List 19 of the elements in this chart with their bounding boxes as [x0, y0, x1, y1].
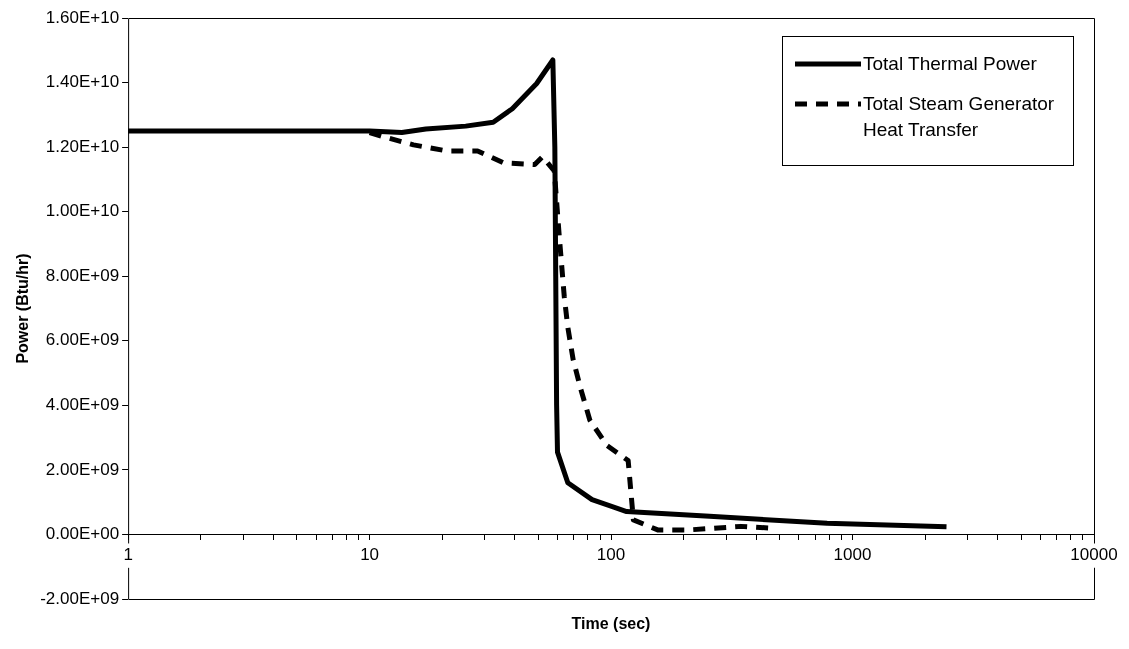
x-tick-label: 1 [123, 545, 133, 565]
y-tick-label: 4.00E+09 [45, 395, 120, 415]
x-axis-title: Time (sec) [571, 615, 651, 633]
y-tick-label: 6.00E+09 [45, 330, 120, 350]
y-tick-label: 1.00E+10 [45, 201, 120, 221]
y-tick-label: 8.00E+09 [45, 265, 120, 285]
y-axis-title: Power (Btu/hr) [14, 253, 32, 364]
y-tick-label: 2.00E+09 [45, 459, 120, 479]
y-tick-label: 1.40E+10 [45, 72, 120, 92]
y-tick-label: 1.20E+10 [45, 136, 120, 156]
y-tick-label: 1.60E+10 [45, 7, 120, 27]
legend-label: Total Thermal Power [863, 52, 1038, 76]
x-tick-label: 10000 [1070, 545, 1118, 565]
x-tick-label: 10 [360, 545, 380, 565]
legend-label: Total Steam Generator Heat Transfer [863, 92, 1056, 142]
x-tick-label: 100 [596, 545, 626, 565]
y-tick-label: -2.00E+09 [40, 588, 120, 608]
y-tick-label: 0.00E+00 [45, 524, 120, 544]
x-tick-label: 1000 [833, 545, 872, 565]
